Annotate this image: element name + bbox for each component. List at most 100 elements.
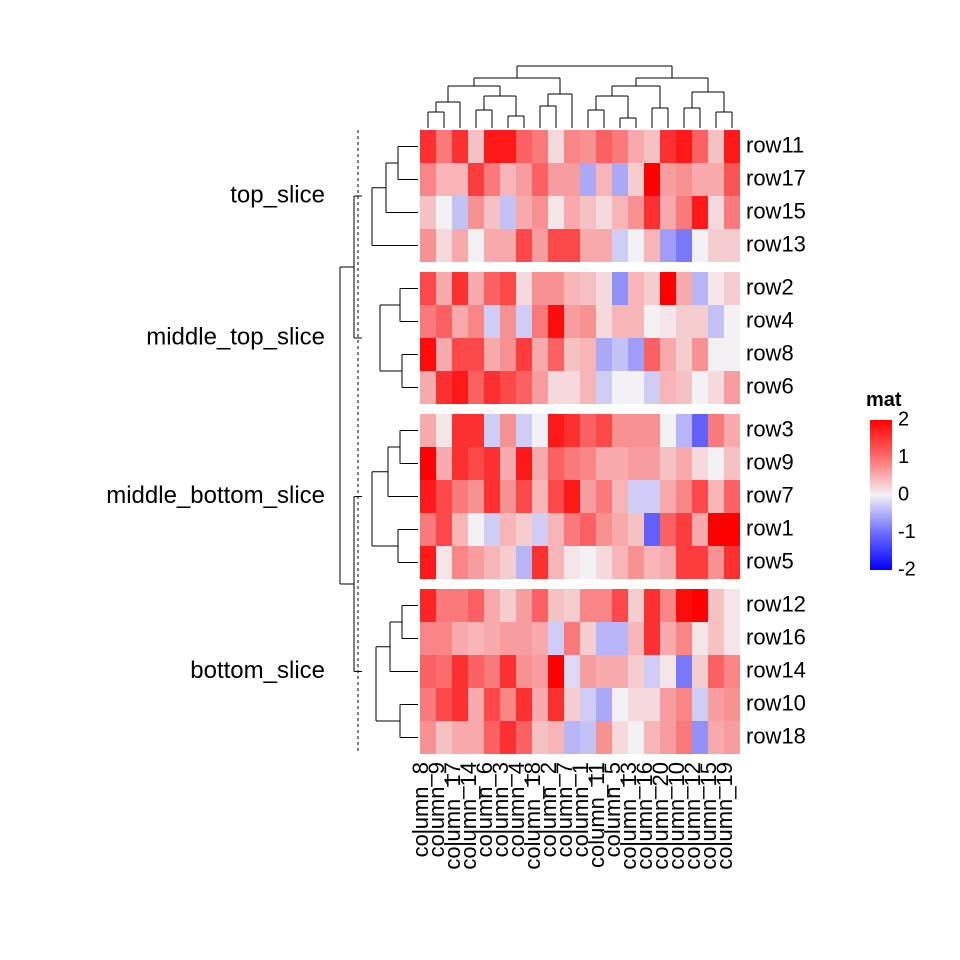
heatmap-cell <box>564 480 580 513</box>
heatmap-cell <box>596 338 612 371</box>
heatmap-cell <box>500 196 516 229</box>
heatmap-cell <box>452 414 468 447</box>
heatmap-cell <box>548 229 564 262</box>
heatmap-cell <box>628 655 644 688</box>
heatmap-cell <box>468 414 484 447</box>
heatmap-cell <box>548 371 564 404</box>
heatmap-cell <box>580 163 596 196</box>
heatmap-cell <box>548 414 564 447</box>
heatmap-cell <box>612 655 628 688</box>
heatmap-cell <box>596 163 612 196</box>
heatmap-cell <box>532 447 548 480</box>
heatmap-cell <box>484 338 500 371</box>
row-label: row1 <box>746 515 794 540</box>
heatmap-cell <box>564 721 580 754</box>
heatmap-cell <box>692 688 708 721</box>
heatmap-cell <box>452 513 468 546</box>
heatmap-cell <box>596 655 612 688</box>
heatmap-cell <box>580 513 596 546</box>
heatmap-cell <box>420 229 436 262</box>
heatmap-cell <box>612 371 628 404</box>
heatmap-cell <box>532 371 548 404</box>
row-label: row10 <box>746 690 806 715</box>
heatmap-cell <box>724 229 740 262</box>
heatmap-cell <box>676 480 692 513</box>
heatmap-cell <box>452 338 468 371</box>
heatmap-cell <box>612 305 628 338</box>
heatmap-cell <box>724 589 740 622</box>
heatmap-cell <box>676 589 692 622</box>
heatmap-cell <box>692 163 708 196</box>
heatmap-cell <box>612 130 628 163</box>
row-label: row5 <box>746 548 794 573</box>
row-label: row6 <box>746 373 794 398</box>
heatmap-cell <box>724 622 740 655</box>
heatmap-cell <box>708 546 724 579</box>
heatmap-cell <box>692 130 708 163</box>
heatmap-cell <box>692 196 708 229</box>
heatmap-cell <box>516 655 532 688</box>
heatmap-cell <box>532 721 548 754</box>
heatmap-cell <box>596 622 612 655</box>
heatmap-cell <box>420 163 436 196</box>
heatmap-cell <box>676 688 692 721</box>
heatmap-cell <box>628 688 644 721</box>
heatmap-cell <box>500 688 516 721</box>
heatmap-cell <box>516 721 532 754</box>
heatmap-cell <box>500 371 516 404</box>
heatmap-cell <box>724 130 740 163</box>
heatmap-cell <box>644 371 660 404</box>
heatmap-cell <box>532 272 548 305</box>
heatmap-cell <box>724 371 740 404</box>
heatmap-cell <box>580 229 596 262</box>
heatmap-cell <box>468 655 484 688</box>
heatmap-cell <box>420 414 436 447</box>
heatmap-cell <box>644 721 660 754</box>
heatmap-cell <box>484 546 500 579</box>
heatmap-cell <box>628 305 644 338</box>
heatmap-cell <box>420 589 436 622</box>
row-label: row13 <box>746 231 806 256</box>
heatmap-cell <box>484 371 500 404</box>
heatmap-cell <box>532 196 548 229</box>
heatmap-cell <box>692 480 708 513</box>
heatmap-cell <box>708 272 724 305</box>
heatmap-cell <box>452 589 468 622</box>
heatmap-cell <box>484 447 500 480</box>
heatmap-cell <box>708 589 724 622</box>
heatmap-cell <box>724 272 740 305</box>
heatmap-cell <box>500 480 516 513</box>
heatmap-cell <box>420 196 436 229</box>
heatmap-cell <box>660 447 676 480</box>
heatmap-cell <box>660 305 676 338</box>
heatmap-cell <box>548 196 564 229</box>
heatmap-cell <box>484 513 500 546</box>
heatmap-cell <box>612 414 628 447</box>
slice-label: middle_bottom_slice <box>106 482 325 509</box>
heatmap-cell <box>596 414 612 447</box>
heatmap-cell <box>452 371 468 404</box>
heatmap-cell <box>468 513 484 546</box>
heatmap-cell <box>644 513 660 546</box>
heatmap-cell <box>628 546 644 579</box>
heatmap-cell <box>436 305 452 338</box>
heatmap-cell <box>452 305 468 338</box>
heatmap-cell <box>612 480 628 513</box>
heatmap-cell <box>596 196 612 229</box>
heatmap-cell <box>468 622 484 655</box>
heatmap-cell <box>580 721 596 754</box>
heatmap-cell <box>708 480 724 513</box>
heatmap-cell <box>660 163 676 196</box>
heatmap-cell <box>644 272 660 305</box>
heatmap-cell <box>548 480 564 513</box>
heatmap-cell <box>644 546 660 579</box>
heatmap-cell <box>580 622 596 655</box>
heatmap-cell <box>724 513 740 546</box>
heatmap-cell <box>548 130 564 163</box>
heatmap-cell <box>708 163 724 196</box>
heatmap-cell <box>516 130 532 163</box>
heatmap-cell <box>628 163 644 196</box>
heatmap-cell <box>724 447 740 480</box>
heatmap-cell <box>564 371 580 404</box>
heatmap-cell <box>708 447 724 480</box>
